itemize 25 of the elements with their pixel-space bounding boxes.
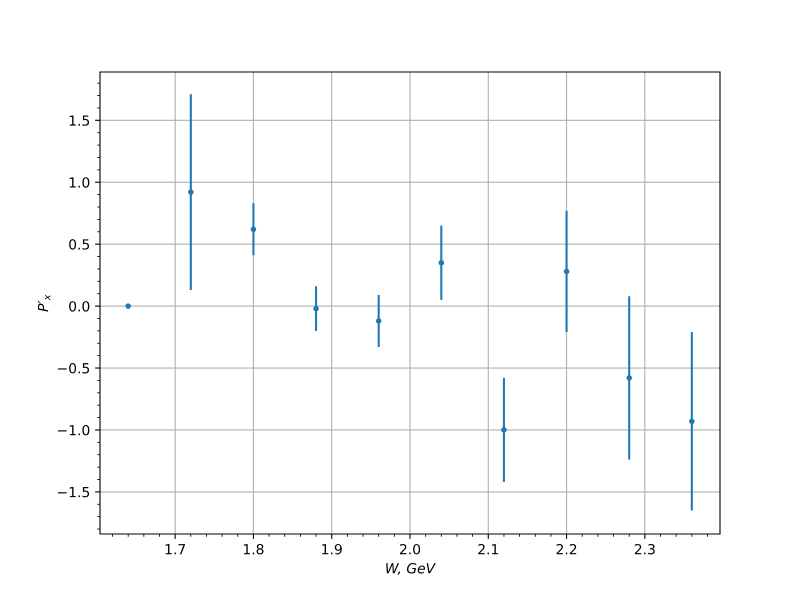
y-tick-label: 0.5 bbox=[69, 239, 90, 250]
point bbox=[376, 318, 382, 324]
y-tick-label: 1.5 bbox=[70, 115, 90, 126]
point bbox=[689, 418, 695, 424]
x-tick-label: 2.0 bbox=[400, 544, 420, 554]
point bbox=[626, 375, 632, 381]
point bbox=[438, 260, 444, 266]
point bbox=[564, 268, 570, 274]
point bbox=[250, 226, 256, 232]
x-axis-title: W, GeV bbox=[386, 562, 436, 575]
point bbox=[188, 189, 194, 195]
point bbox=[313, 306, 319, 312]
x-tick-label: 2.3 bbox=[634, 544, 655, 554]
x-tick-label: 1.9 bbox=[322, 544, 342, 554]
y-tick-label: −1.0 bbox=[58, 424, 90, 436]
x-tick-label: 1.7 bbox=[166, 544, 186, 554]
x-tick-label: 2.1 bbox=[478, 544, 498, 554]
y-tick-label: −1.5 bbox=[58, 487, 90, 498]
x-tick-label: 1.8 bbox=[244, 544, 264, 554]
point bbox=[501, 427, 507, 433]
y-axis-title: P′$_{x}$ bbox=[38, 294, 50, 312]
y-tick-label: 1.0 bbox=[70, 177, 90, 188]
y-tick-label: 0.0 bbox=[69, 301, 90, 312]
y-tick-label: −0.5 bbox=[58, 362, 90, 374]
x-tick-label: 2.2 bbox=[556, 544, 576, 554]
